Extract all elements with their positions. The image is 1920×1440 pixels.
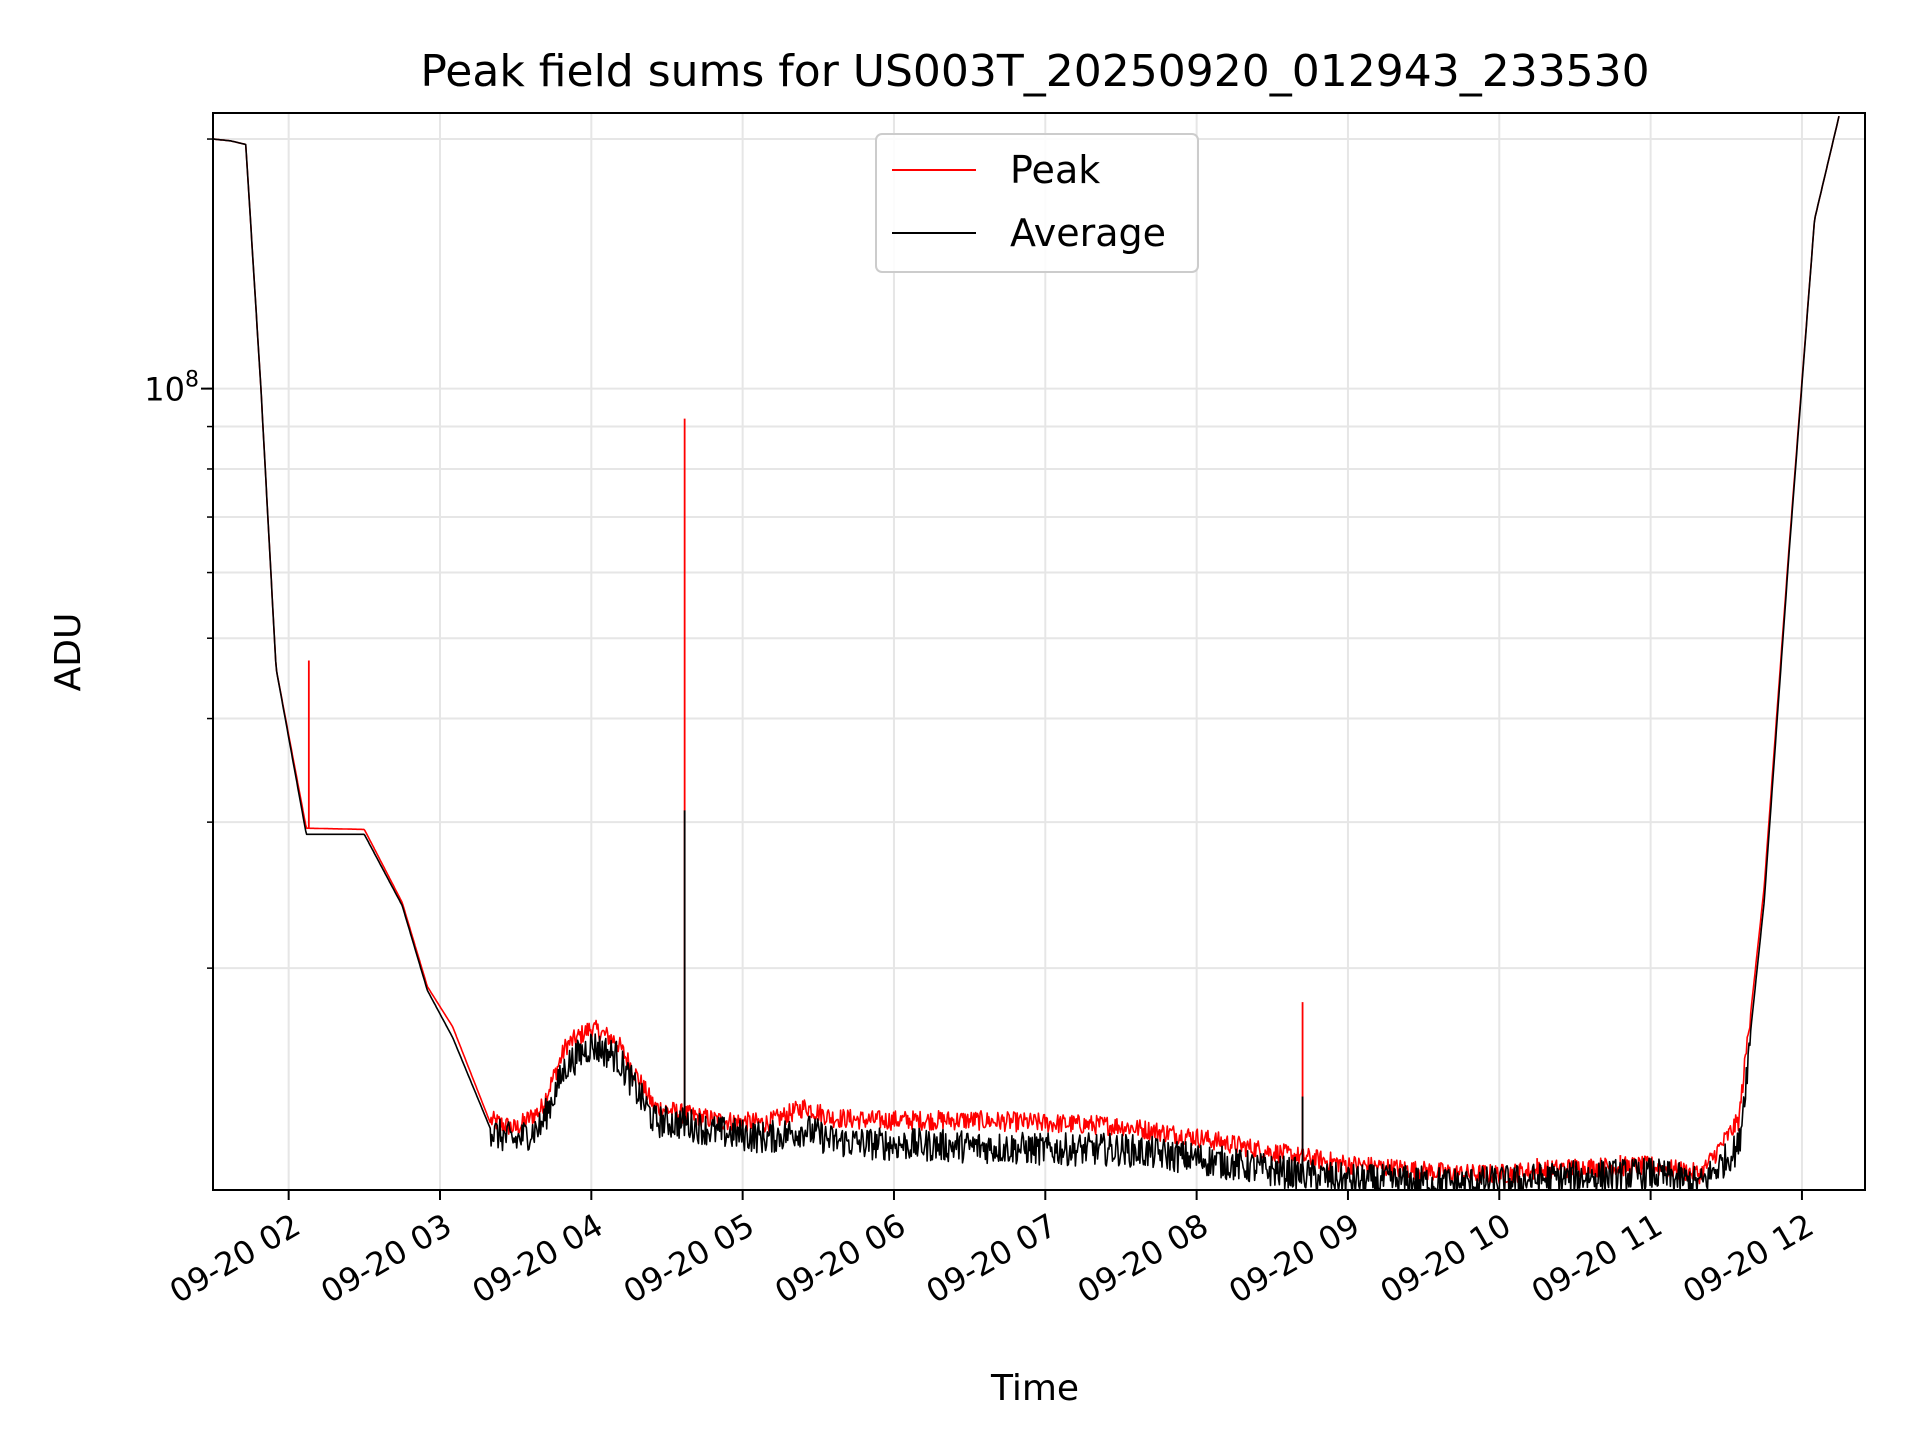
- series-line-average: [213, 116, 1840, 1190]
- legend-peak-label: Peak: [1010, 148, 1100, 192]
- x-axis-label: Time: [990, 1368, 1079, 1409]
- legend-average-label: Average: [1010, 211, 1166, 255]
- chart-title: Peak field sums for US003T_20250920_0129…: [420, 46, 1649, 97]
- series-layer: [213, 116, 1840, 1190]
- grid: [213, 113, 1865, 1190]
- y-ticks: 108: [144, 138, 213, 969]
- y-axis-label: ADU: [48, 613, 89, 692]
- plot-frame: [212, 112, 1866, 1191]
- legend-box: [875, 133, 1199, 273]
- legend: Peak Average: [875, 133, 1199, 273]
- y-tick-label: 108: [144, 368, 199, 409]
- series-line-peak: [213, 116, 1840, 1185]
